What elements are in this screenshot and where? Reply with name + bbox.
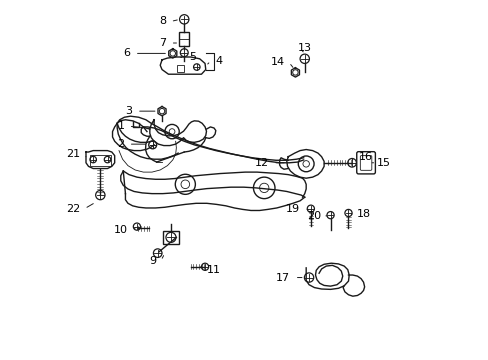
- Text: 7: 7: [159, 38, 166, 48]
- FancyBboxPatch shape: [360, 156, 371, 170]
- Bar: [177, 65, 184, 72]
- Text: 16: 16: [358, 152, 372, 162]
- Text: 17: 17: [276, 273, 290, 283]
- Text: 9: 9: [149, 256, 156, 266]
- Text: 13: 13: [297, 43, 311, 53]
- Text: 3: 3: [125, 106, 132, 116]
- Bar: [89, 155, 111, 166]
- Bar: [179, 32, 189, 45]
- Text: 19: 19: [285, 204, 300, 215]
- FancyBboxPatch shape: [356, 152, 375, 174]
- Text: 10: 10: [114, 225, 128, 235]
- Text: 11: 11: [206, 265, 221, 275]
- Text: 22: 22: [66, 204, 80, 214]
- Text: 5: 5: [188, 52, 196, 62]
- Text: 20: 20: [307, 211, 321, 221]
- Text: 1: 1: [117, 121, 124, 131]
- Bar: [163, 231, 179, 244]
- Text: 8: 8: [159, 17, 166, 27]
- Text: 2: 2: [117, 139, 124, 149]
- Text: 21: 21: [66, 149, 80, 159]
- Text: 18: 18: [356, 209, 370, 219]
- Text: 4: 4: [215, 56, 222, 66]
- Text: 14: 14: [270, 57, 284, 67]
- Text: 15: 15: [376, 158, 390, 168]
- Text: 12: 12: [254, 158, 268, 168]
- Text: 6: 6: [123, 48, 130, 58]
